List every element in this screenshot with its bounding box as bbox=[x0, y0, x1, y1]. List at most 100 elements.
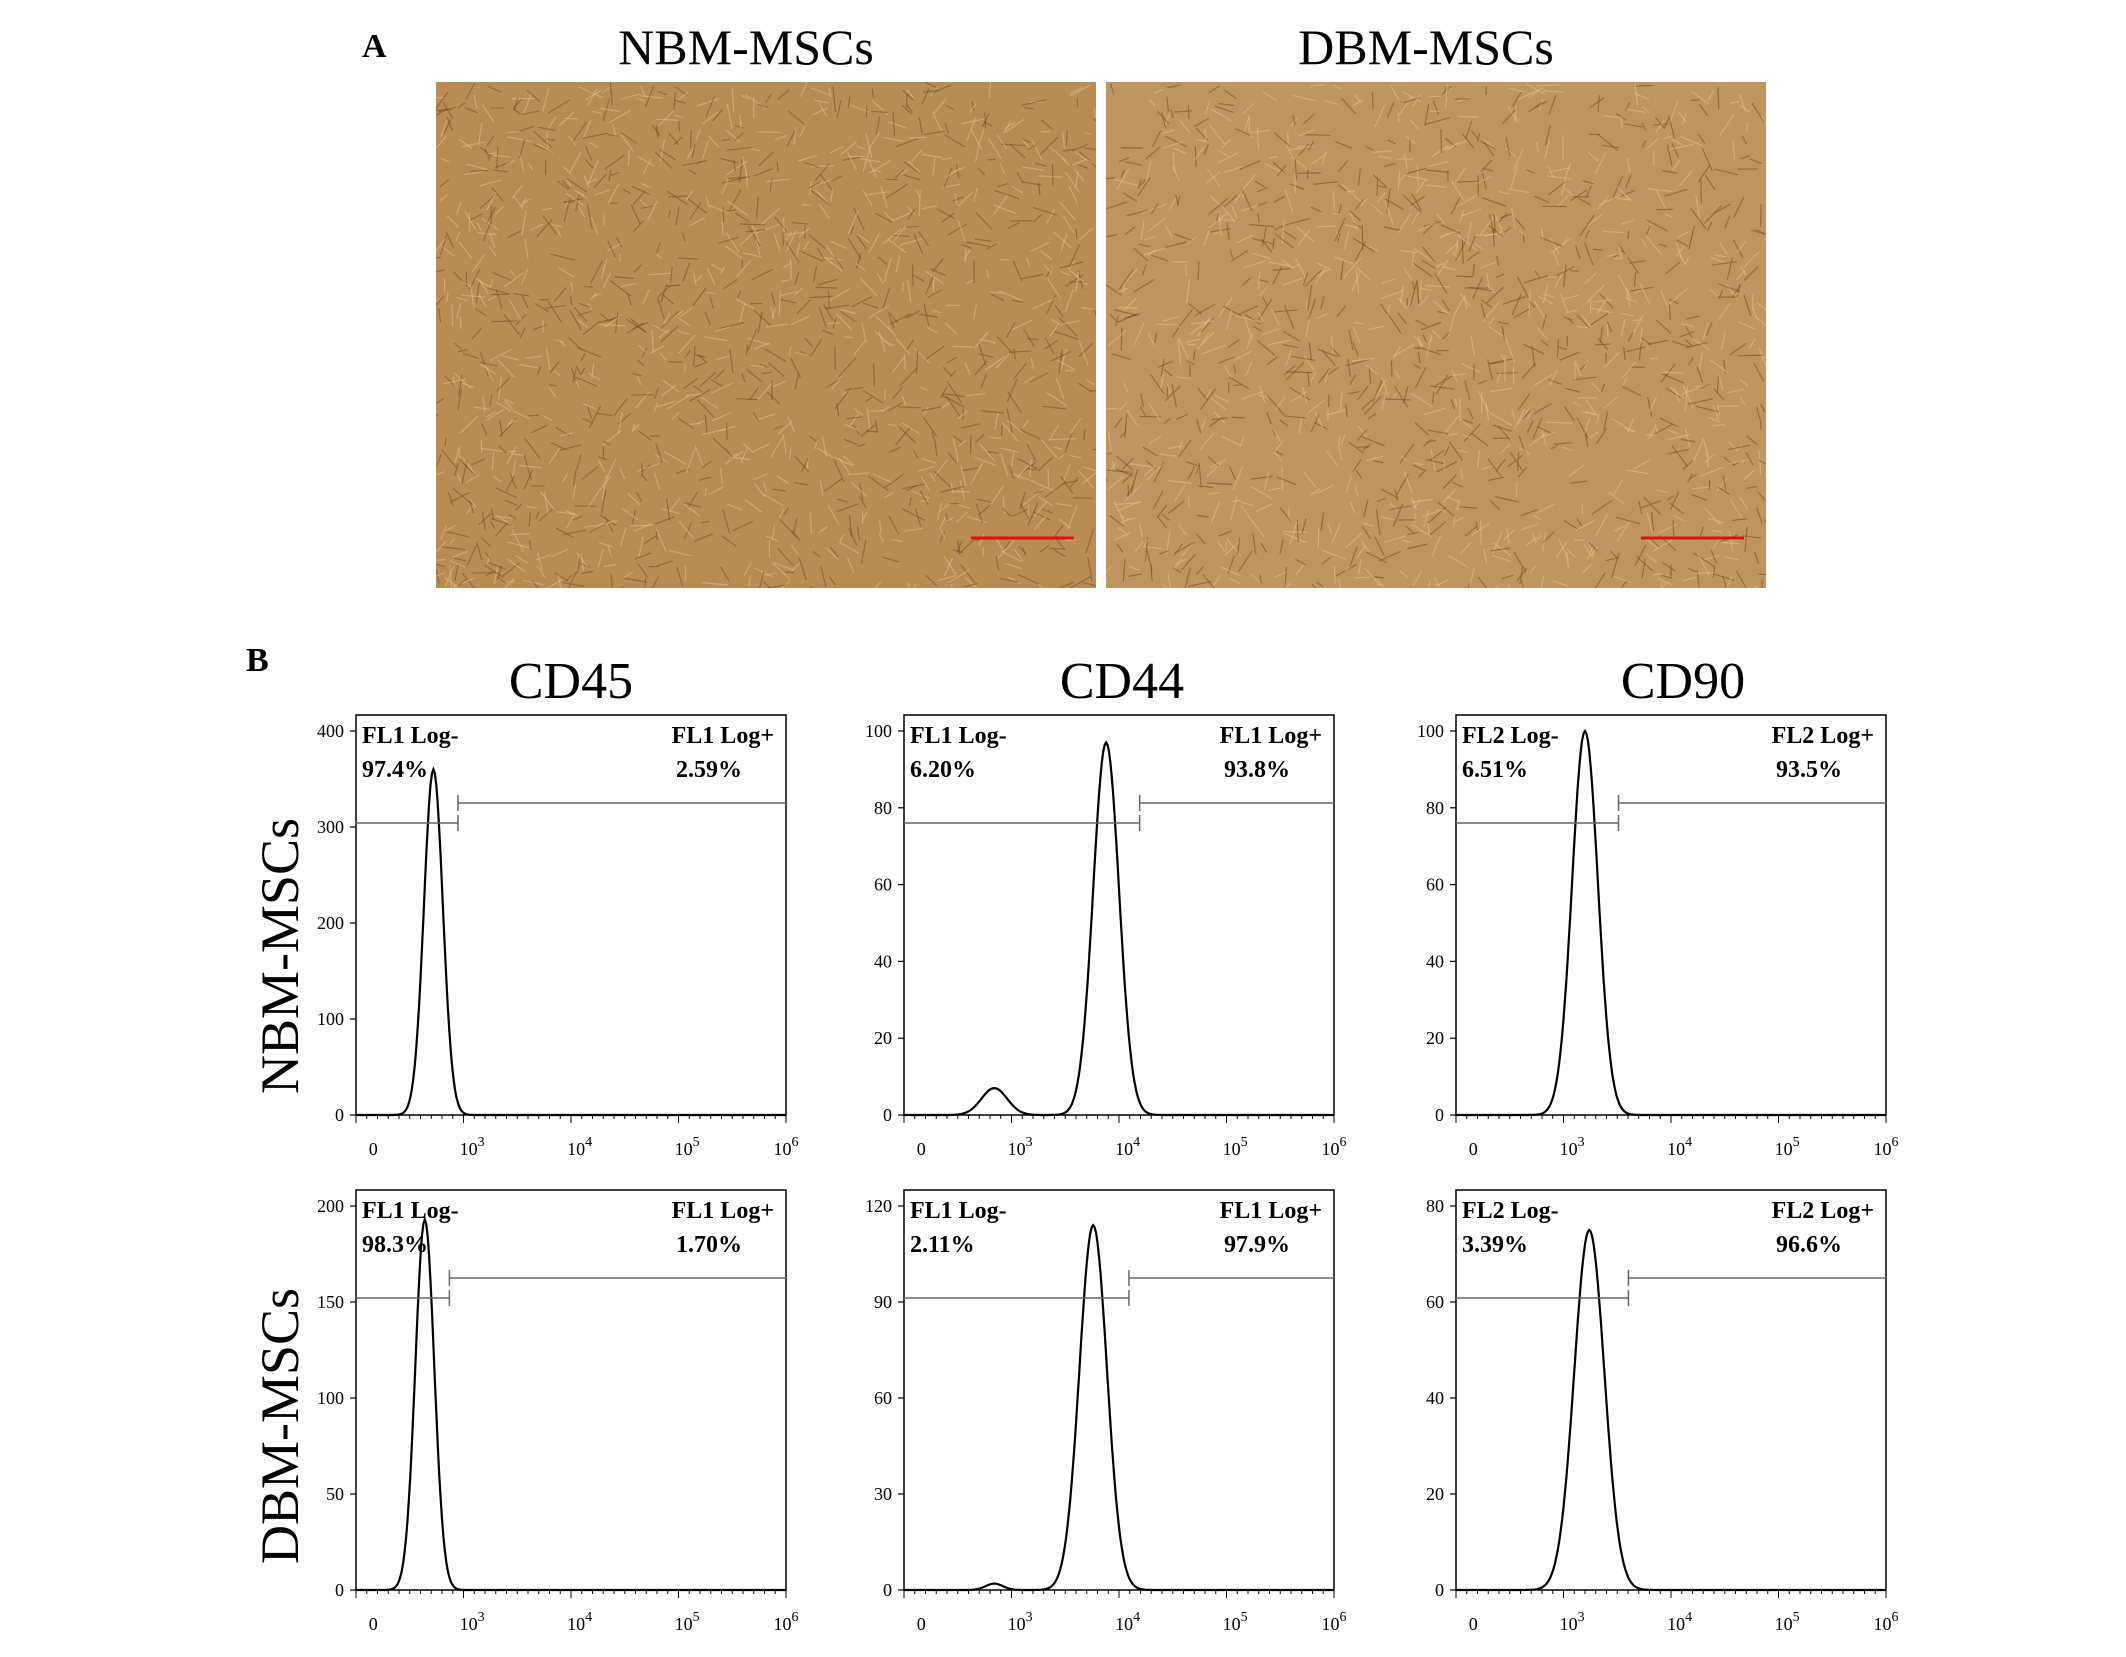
y-tick-label: 0 bbox=[1435, 1580, 1444, 1600]
y-tick-label: 0 bbox=[1435, 1105, 1444, 1125]
x-tick-label: 103 bbox=[1008, 1610, 1033, 1634]
y-tick-label: 20 bbox=[874, 1028, 892, 1048]
gate-negative-percent: 3.39% bbox=[1462, 1232, 1528, 1258]
x-tick-label: 0 bbox=[1469, 1139, 1478, 1159]
cell-texture bbox=[1106, 82, 1766, 588]
y-tick-label: 90 bbox=[874, 1292, 892, 1312]
image-title-nbm: NBM-MSCs bbox=[618, 19, 874, 75]
x-tick-label: 104 bbox=[567, 1135, 592, 1159]
x-tick-label: 106 bbox=[774, 1135, 799, 1159]
x-tick-label: 105 bbox=[675, 1610, 700, 1634]
x-tick-label: 104 bbox=[1667, 1135, 1692, 1159]
y-tick-label: 400 bbox=[317, 721, 344, 741]
histogram-curve bbox=[1456, 1228, 1886, 1592]
x-tick-label: 104 bbox=[1115, 1610, 1140, 1634]
column-title-cd90: CD90 bbox=[1620, 653, 1746, 710]
gate-negative-label: FL2 Log- bbox=[1462, 1198, 1559, 1224]
y-tick-label: 40 bbox=[874, 951, 892, 971]
gate-negative-label: FL1 Log- bbox=[362, 1198, 459, 1224]
x-tick-label: 0 bbox=[369, 1139, 378, 1159]
x-tick-label: 106 bbox=[774, 1610, 799, 1634]
x-tick-label: 105 bbox=[1223, 1610, 1248, 1634]
x-tick-label: 0 bbox=[369, 1614, 378, 1634]
gate-negative-label: FL1 Log- bbox=[910, 1198, 1007, 1224]
gate-positive-percent: 93.5% bbox=[1776, 757, 1842, 783]
gate-negative-label: FL1 Log- bbox=[362, 723, 459, 749]
x-tick-label: 105 bbox=[1775, 1135, 1800, 1159]
gate-negative-percent: 6.51% bbox=[1462, 757, 1528, 783]
gate-positive-percent: 96.6% bbox=[1776, 1232, 1842, 1258]
y-tick-label: 0 bbox=[883, 1105, 892, 1125]
x-tick-label: 104 bbox=[567, 1610, 592, 1634]
y-tick-label: 30 bbox=[874, 1484, 892, 1504]
histogram-curve bbox=[904, 740, 1334, 1117]
gate-negative-label: FL2 Log- bbox=[1462, 723, 1559, 749]
histogram-curve bbox=[356, 1215, 786, 1592]
histogram-curve bbox=[356, 766, 786, 1117]
gate-positive-label: FL1 Log+ bbox=[1220, 1198, 1322, 1224]
y-tick-label: 0 bbox=[335, 1580, 344, 1600]
gate-negative-percent: 97.4% bbox=[362, 757, 428, 783]
x-tick-label: 106 bbox=[1874, 1135, 1899, 1159]
gate-positive-percent: 97.9% bbox=[1224, 1232, 1290, 1258]
micrograph-background bbox=[1106, 82, 1766, 588]
x-tick-label: 103 bbox=[1008, 1135, 1033, 1159]
x-tick-label: 104 bbox=[1115, 1135, 1140, 1159]
gate-positive-label: FL2 Log+ bbox=[1772, 1198, 1874, 1224]
x-tick-label: 105 bbox=[1223, 1135, 1248, 1159]
histogram-curve bbox=[1456, 728, 1886, 1117]
gate-positive-percent: 1.70% bbox=[676, 1232, 742, 1258]
histogram-curve bbox=[904, 1223, 1334, 1592]
y-tick-label: 40 bbox=[1426, 1388, 1444, 1408]
y-tick-label: 20 bbox=[1426, 1028, 1444, 1048]
x-tick-label: 0 bbox=[1469, 1614, 1478, 1634]
gate-negative-percent: 98.3% bbox=[362, 1232, 428, 1258]
micrograph-background bbox=[436, 82, 1096, 588]
y-tick-label: 60 bbox=[874, 875, 892, 895]
x-tick-label: 103 bbox=[1560, 1610, 1585, 1634]
y-tick-label: 120 bbox=[865, 1196, 892, 1216]
column-title-cd44: CD44 bbox=[1059, 653, 1185, 710]
y-tick-label: 80 bbox=[1426, 798, 1444, 818]
y-tick-label: 300 bbox=[317, 817, 344, 837]
y-tick-label: 20 bbox=[1426, 1484, 1444, 1504]
y-tick-label: 50 bbox=[326, 1484, 344, 1504]
y-tick-label: 200 bbox=[317, 1196, 344, 1216]
gate-negative-percent: 2.11% bbox=[910, 1232, 975, 1258]
y-tick-label: 80 bbox=[1426, 1196, 1444, 1216]
histogram-dbm-cd44: 0 30 60 90 120 0 103 104 105 106 FL1 Log- 2.11% FL1 … bbox=[865, 1189, 1347, 1634]
image-title-dbm: DBM-MSCs bbox=[1298, 19, 1554, 75]
gate-positive-label: FL1 Log+ bbox=[672, 723, 774, 749]
gate-positive-percent: 93.8% bbox=[1224, 757, 1290, 783]
y-tick-label: 80 bbox=[874, 798, 892, 818]
gate-negative-label: FL1 Log- bbox=[910, 723, 1007, 749]
y-tick-label: 100 bbox=[317, 1388, 344, 1408]
panel-b-letter: B bbox=[246, 642, 269, 679]
gate-positive-percent: 2.59% bbox=[676, 757, 742, 783]
x-tick-label: 105 bbox=[675, 1135, 700, 1159]
x-tick-label: 105 bbox=[1775, 1610, 1800, 1634]
gate-positive-label: FL1 Log+ bbox=[1220, 723, 1322, 749]
cell-texture bbox=[436, 82, 1096, 588]
column-title-cd45: CD45 bbox=[508, 653, 634, 710]
y-tick-label: 200 bbox=[317, 913, 344, 933]
y-tick-label: 0 bbox=[883, 1580, 892, 1600]
x-tick-label: 0 bbox=[917, 1614, 926, 1634]
x-tick-label: 106 bbox=[1874, 1610, 1899, 1634]
y-tick-label: 100 bbox=[865, 721, 892, 741]
x-tick-label: 103 bbox=[460, 1135, 485, 1159]
histogram-nbm-cd90: 0 20 40 60 80 100 0 103 104 105 106 FL2 Log- 6.51% FL… bbox=[1417, 714, 1899, 1159]
gate-negative-percent: 6.20% bbox=[910, 757, 976, 783]
panel-a-letter: A bbox=[362, 28, 387, 65]
gate-positive-label: FL2 Log+ bbox=[1772, 723, 1874, 749]
gate-positive-label: FL1 Log+ bbox=[672, 1198, 774, 1224]
histogram-nbm-cd44: 0 20 40 60 80 100 0 103 104 105 106 FL1 Log- 6.20% FL… bbox=[865, 714, 1347, 1159]
y-tick-label: 60 bbox=[1426, 1292, 1444, 1312]
x-tick-label: 104 bbox=[1667, 1610, 1692, 1634]
x-tick-label: 103 bbox=[1560, 1135, 1585, 1159]
y-tick-label: 40 bbox=[1426, 951, 1444, 971]
histogram-dbm-cd45: 0 50 100 150 200 0 103 104 105 106 FL1 Log- 98.3% FL… bbox=[317, 1189, 799, 1634]
y-tick-label: 100 bbox=[1417, 721, 1444, 741]
y-tick-label: 60 bbox=[1426, 875, 1444, 895]
histogram-dbm-cd90: 0 20 40 60 80 0 103 104 105 106 FL2 Log- 3.39% FL2 L… bbox=[1426, 1189, 1899, 1634]
